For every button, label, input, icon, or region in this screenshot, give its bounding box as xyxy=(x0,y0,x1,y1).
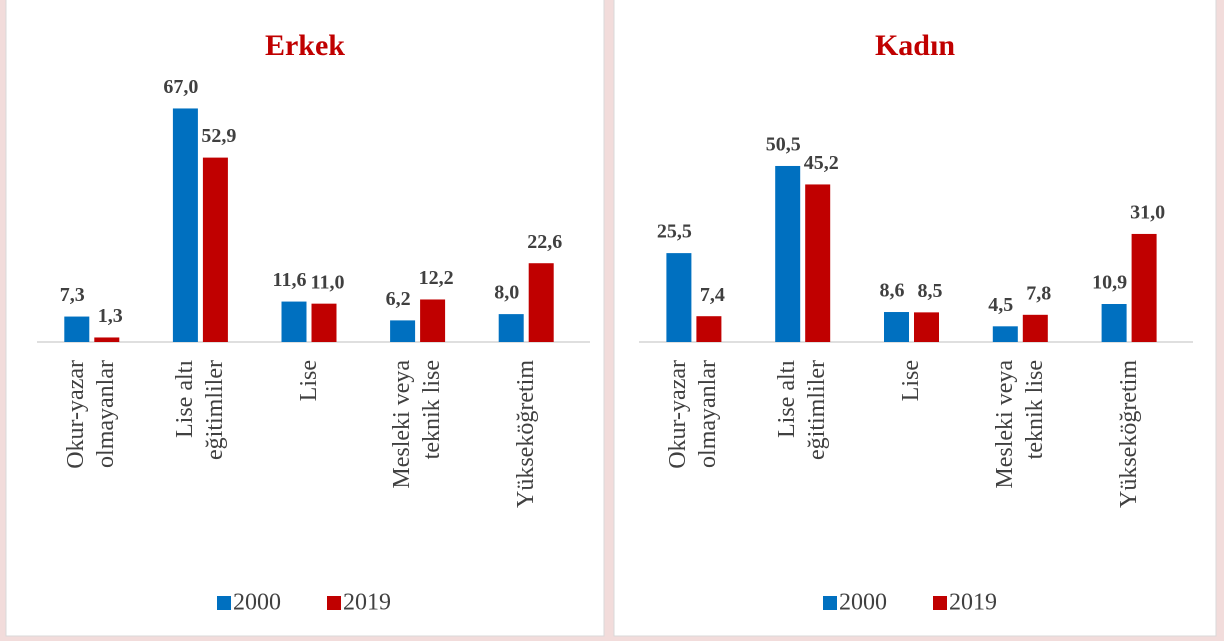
data-label: 4,5 xyxy=(988,294,1013,316)
bar xyxy=(528,263,554,342)
bar xyxy=(696,316,722,342)
bar xyxy=(1101,304,1127,342)
legend-swatch xyxy=(823,596,837,610)
bar xyxy=(281,301,307,342)
bar xyxy=(311,303,337,342)
data-label: 31,0 xyxy=(1130,202,1165,224)
data-label: 25,5 xyxy=(657,221,692,243)
legend-swatch xyxy=(217,596,231,610)
bar xyxy=(914,312,939,342)
x-tick-label: Lise xyxy=(295,360,322,402)
x-tick-label: Lise altı eğitimliler xyxy=(171,360,228,460)
data-label: 8,0 xyxy=(494,282,519,304)
bar xyxy=(775,165,801,342)
legend-label: 2019 xyxy=(343,590,391,616)
bar xyxy=(420,299,446,342)
data-label: 11,0 xyxy=(311,271,345,293)
x-tick-label: Mesleki veya teknik lise xyxy=(389,360,446,489)
data-label: 11,6 xyxy=(273,269,307,291)
x-tick-label: Okur-yazar olmayanlar xyxy=(665,360,722,469)
chart-title: Kadın xyxy=(875,29,955,62)
x-tick-label: Yükseköğretim xyxy=(1115,360,1142,508)
bar xyxy=(805,184,831,342)
x-tick-label: Mesleki veya teknik lise xyxy=(991,360,1048,489)
legend-label: 2000 xyxy=(233,590,281,616)
bar xyxy=(666,253,692,342)
x-tick-label: Okur-yazar olmayanlar xyxy=(63,360,120,469)
x-tick-label: Lise xyxy=(898,360,924,402)
bar xyxy=(1022,314,1048,342)
data-label: 67,0 xyxy=(163,76,198,98)
bar xyxy=(390,320,416,342)
data-label: 50,5 xyxy=(766,134,801,156)
data-label: 6,2 xyxy=(386,288,411,310)
data-label: 52,9 xyxy=(201,125,236,147)
data-label: 12,2 xyxy=(419,267,454,289)
x-tick-label: Yükseköğretim xyxy=(512,360,539,508)
bar xyxy=(884,312,909,342)
chart-title: Erkek xyxy=(265,29,345,62)
data-label: 8,5 xyxy=(918,280,943,302)
bar xyxy=(64,316,90,342)
legend-label: 2019 xyxy=(949,590,997,616)
data-label: 10,9 xyxy=(1092,272,1127,294)
data-label: 7,8 xyxy=(1026,282,1051,304)
legend-swatch xyxy=(933,596,947,610)
data-label: 7,4 xyxy=(700,284,725,306)
data-label: 45,2 xyxy=(804,152,839,174)
legend-swatch xyxy=(327,596,341,610)
bar xyxy=(1131,233,1157,342)
legend-label: 2000 xyxy=(839,590,887,616)
bar xyxy=(94,337,120,342)
x-tick-label: Lise altı eğitimliler xyxy=(774,360,831,460)
data-label: 1,3 xyxy=(98,305,123,327)
data-label: 7,3 xyxy=(60,284,85,306)
bar xyxy=(498,314,524,342)
bar xyxy=(202,157,228,342)
bar xyxy=(172,108,198,342)
data-label: 8,6 xyxy=(880,280,905,302)
bar xyxy=(992,326,1018,342)
data-label: 22,6 xyxy=(527,231,562,253)
